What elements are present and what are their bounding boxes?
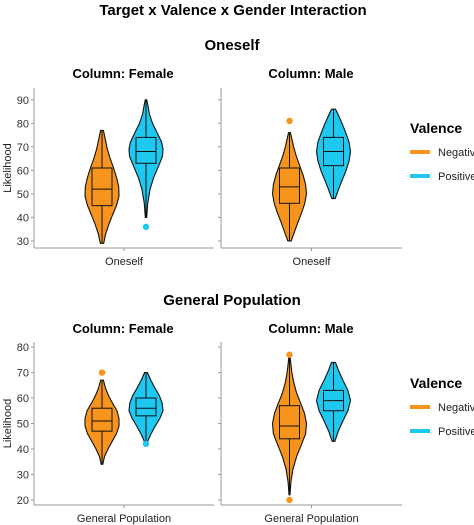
legend-label-negative: Negative — [438, 402, 474, 414]
legend-swatch-positive — [410, 429, 430, 433]
legend-swatch-negative — [410, 150, 430, 154]
outlier-point — [142, 440, 150, 448]
section-title-bottom: General Population — [163, 292, 301, 309]
y-tick-label: 60 — [17, 393, 29, 405]
violin-negative — [84, 129, 120, 244]
iqr-box — [91, 407, 113, 432]
iqr-box — [279, 405, 300, 440]
chart-panels: 30 40 50 60 70 80 90 Likelihood Oneself Oneself 20… — [2, 88, 402, 525]
y-tick-label: 90 — [17, 95, 29, 107]
violin-panel-1: Oneself — [218, 88, 402, 268]
figure-title: Target x Valence x Gender Interaction — [99, 2, 366, 19]
violin-positive — [315, 361, 352, 442]
violin-panel-0: 30 40 50 60 70 80 90 Likelihood Oneself — [2, 88, 214, 268]
violin-positive — [128, 372, 164, 448]
iqr-box — [279, 167, 300, 204]
legend-label-negative: Negative — [438, 147, 474, 159]
section-title-top: Oneself — [204, 37, 260, 54]
y-tick-label: 80 — [17, 342, 29, 354]
outlier-point — [98, 369, 106, 376]
violin-positive — [128, 99, 164, 231]
y-axis-label: Likelihood — [2, 399, 14, 449]
legend-label-positive: Positive — [438, 426, 474, 438]
y-axis-label: Likelihood — [2, 143, 14, 193]
violin-shape — [128, 372, 164, 442]
violin-shape — [315, 108, 352, 200]
y-tick-label: 30 — [17, 469, 29, 481]
violin-shape — [84, 129, 120, 244]
violin-negative — [271, 351, 308, 504]
violin-negative — [84, 369, 120, 465]
outlier-point — [142, 223, 150, 231]
legend-title: Valence — [410, 120, 462, 136]
legend-swatch-negative — [410, 405, 430, 409]
x-tick-label: Oneself — [293, 256, 332, 268]
violin-shape — [128, 99, 164, 218]
x-tick-label: Oneself — [105, 256, 144, 268]
facet-title-top-left: Column: Female — [72, 66, 173, 81]
legend-top: Valence Negative Positive — [410, 120, 474, 183]
y-tick-label: 20 — [17, 495, 29, 507]
y-tick-label: 50 — [17, 419, 29, 431]
x-tick-label: General Population — [77, 513, 171, 525]
y-tick-label: 60 — [17, 165, 29, 177]
y-tick-label: 40 — [17, 444, 29, 456]
violin-shape — [84, 379, 120, 465]
legend-swatch-positive — [410, 174, 430, 178]
iqr-box — [135, 397, 157, 417]
violin-positive — [315, 108, 352, 200]
legend-bottom: Valence Negative Positive — [410, 375, 474, 438]
violin-shape — [315, 361, 352, 442]
y-tick-label: 80 — [17, 118, 29, 130]
legend-label-positive: Positive — [438, 171, 474, 183]
y-tick-label: 40 — [17, 212, 29, 224]
y-tick-label: 70 — [17, 368, 29, 380]
outlier-point — [286, 351, 293, 358]
violin-negative — [271, 117, 308, 242]
facet-title-bottom-right: Column: Male — [268, 321, 353, 336]
y-tick-label: 30 — [17, 236, 29, 248]
legend-title: Valence — [410, 375, 462, 391]
outlier-point — [286, 496, 293, 504]
outlier-point — [286, 117, 293, 125]
violin-panel-2: 20 30 40 50 60 70 80 Likelihood General Populati… — [2, 342, 214, 525]
iqr-box — [91, 167, 113, 207]
y-tick-label: 70 — [17, 142, 29, 154]
violin-panel-3: General Population — [218, 342, 402, 525]
facet-title-bottom-left: Column: Female — [72, 321, 173, 336]
x-tick-label: General Population — [264, 513, 358, 525]
facet-title-top-right: Column: Male — [268, 66, 353, 81]
y-tick-label: 50 — [17, 189, 29, 201]
iqr-box — [135, 136, 157, 164]
